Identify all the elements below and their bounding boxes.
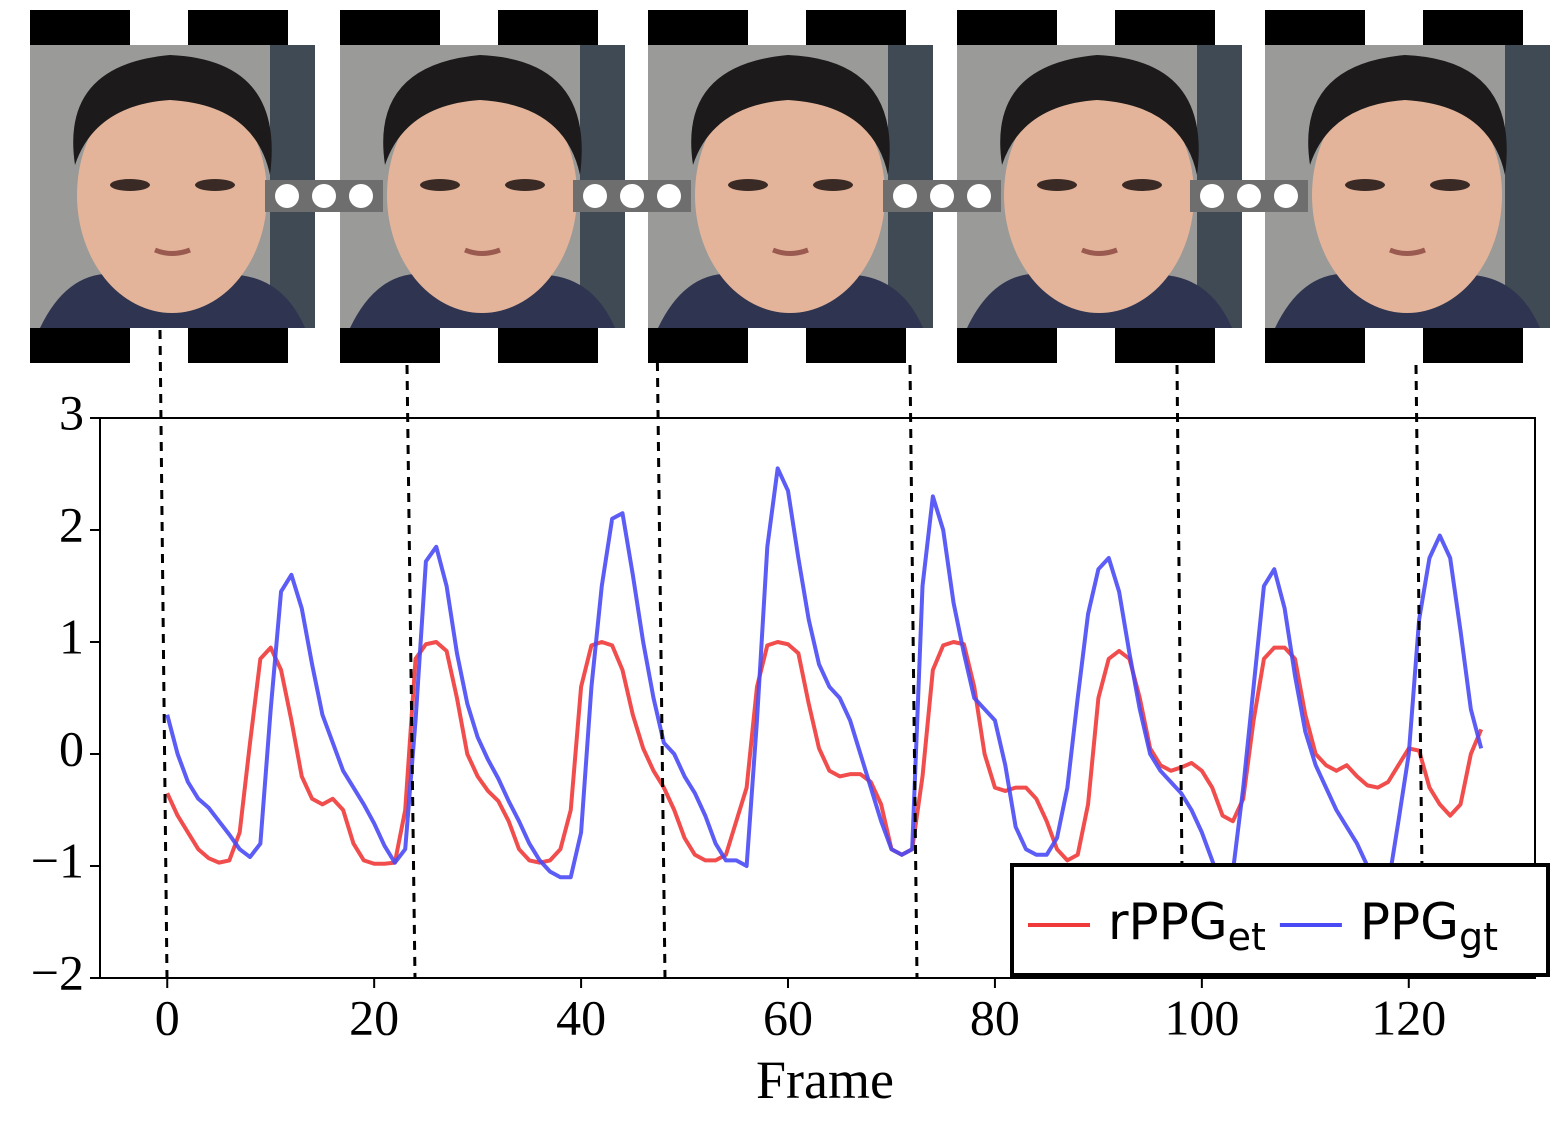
ellipsis <box>883 180 1001 212</box>
guide-line <box>655 329 667 979</box>
x-axis-label: Frame <box>756 1050 894 1110</box>
legend-label: rPPGet <box>1108 893 1266 959</box>
legend-subscript: gt <box>1459 915 1498 959</box>
x-tick-label: 120 <box>1371 989 1446 1045</box>
frame-guides <box>158 329 1424 979</box>
y-tick-label: 0 <box>59 720 84 776</box>
frame-strip <box>30 10 1550 363</box>
plot: −2 −1 0 1 2 3 0 20 40 60 80 100 120 <box>31 384 1536 1045</box>
x-tick-label: 80 <box>970 989 1020 1045</box>
x-tick-label: 60 <box>763 989 813 1045</box>
legend-name: PPG <box>1360 893 1459 951</box>
series-line <box>165 466 1484 891</box>
series-line <box>165 640 1484 866</box>
legend-box <box>1010 863 1550 977</box>
guide-line <box>158 329 169 979</box>
guide-line <box>908 364 919 979</box>
guide-line <box>1175 364 1184 871</box>
legend-label: PPGgt <box>1360 893 1498 959</box>
x-tick-label: 0 <box>155 989 180 1045</box>
y-tick-label: 3 <box>59 384 84 440</box>
guide-line <box>405 364 417 979</box>
legend-subscript: et <box>1228 915 1266 959</box>
plot-frame <box>99 417 1536 979</box>
x-tick-label: 40 <box>556 989 606 1045</box>
y-tick-label: 2 <box>59 496 84 552</box>
ellipsis <box>573 180 691 212</box>
ellipsis <box>265 180 383 212</box>
x-tick-label: 100 <box>1164 989 1239 1045</box>
y-tick-label: 1 <box>59 608 84 664</box>
y-tick-label: −1 <box>31 832 84 888</box>
legend-name: rPPG <box>1108 893 1228 951</box>
guide-line <box>1414 364 1424 871</box>
y-tick-label: −2 <box>31 944 84 1000</box>
x-tick-label: 20 <box>349 989 399 1045</box>
ellipsis <box>1190 180 1308 212</box>
